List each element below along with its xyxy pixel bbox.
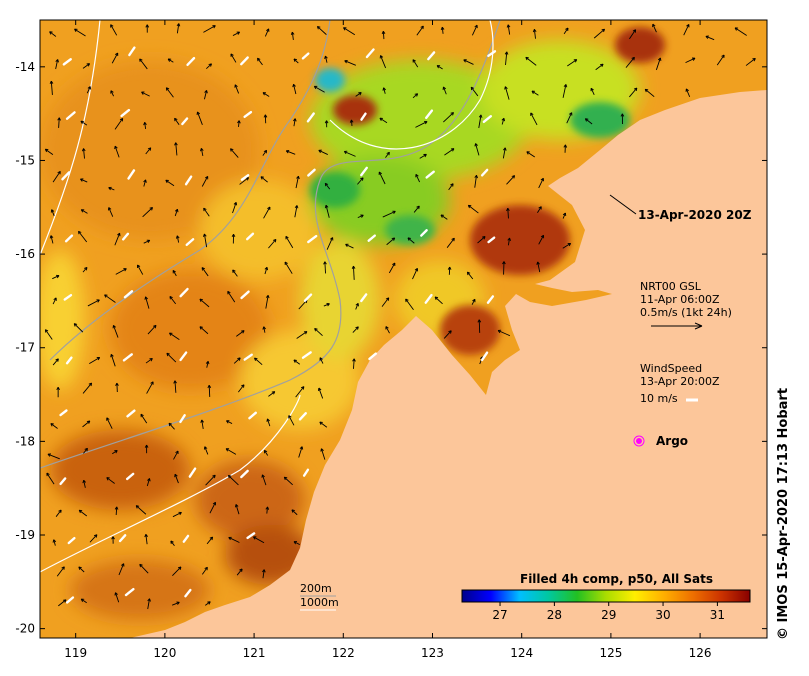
x-tick-label: 119 [64, 646, 87, 660]
chart-title: 13-Apr-2020 20Z [638, 208, 752, 222]
colorbar-tick-label: 28 [547, 608, 562, 622]
current-model-scale: 0.5m/s (1kt 24h) [640, 306, 732, 319]
x-tick-label: 122 [332, 646, 355, 660]
credit-text: © IMOS 15-Apr-2020 17:13 Hobart [776, 388, 791, 640]
colorbar-label: Filled 4h comp, p50, All Sats [520, 572, 713, 586]
y-tick-label: -15 [15, 153, 35, 167]
x-tick-label: 123 [421, 646, 444, 660]
x-tick-label: 125 [599, 646, 622, 660]
y-tick-label: -14 [15, 60, 35, 74]
wind-legend-scale: 10 m/s [640, 392, 678, 405]
colorbar-tick-label: 30 [655, 608, 670, 622]
y-tick-label: -18 [15, 434, 35, 448]
x-tick-label: 120 [153, 646, 176, 660]
y-tick-label: -17 [15, 341, 35, 355]
wind-legend-time: 13-Apr 20:00Z [640, 375, 720, 388]
x-tick-label: 124 [510, 646, 533, 660]
colorbar-tick-label: 29 [601, 608, 616, 622]
isobath-key-1000m: 1000m [300, 596, 339, 609]
x-tick-label: 126 [689, 646, 712, 660]
current-model-name: NRT00 GSL [640, 280, 702, 293]
y-tick-label: -16 [15, 247, 35, 261]
colorbar-tick-label: 27 [492, 608, 507, 622]
wind-legend-title: WindSpeed [640, 362, 702, 375]
isobath-key-200m: 200m [300, 582, 332, 595]
colorbar [462, 590, 750, 602]
y-tick-label: -20 [15, 622, 35, 636]
plot-area [35, 20, 767, 638]
current-model-time: 11-Apr 06:00Z [640, 293, 720, 306]
x-tick-label: 121 [243, 646, 266, 660]
argo-label: Argo [656, 434, 688, 448]
colorbar-tick-label: 31 [710, 608, 725, 622]
y-tick-label: -19 [15, 528, 35, 542]
